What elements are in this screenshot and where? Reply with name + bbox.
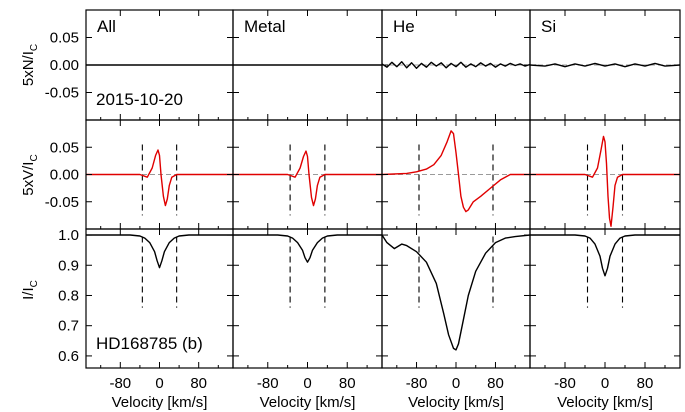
y-tick-label: 0.8 (58, 287, 79, 304)
y-tick-label: -0.05 (45, 194, 79, 211)
x-tick-label: -80 (554, 375, 576, 392)
stokes-i-profile-metal (233, 234, 382, 263)
ylabel-I: I/IC (20, 280, 40, 300)
x-tick-label: 0 (452, 375, 460, 392)
x-tick-label: 0 (601, 375, 609, 392)
ylabel-V-main: 5xV/I (20, 162, 37, 196)
stokes-v-profile-he (381, 130, 530, 213)
stokes-v-profile-si (530, 135, 680, 227)
ylabel-I-sub: C (29, 280, 40, 287)
stokes-i-profile-si (530, 234, 680, 277)
ylabel-N-sub: C (29, 44, 40, 51)
y-tick-label: 0.05 (50, 139, 79, 156)
date-label: 2015-10-20 (96, 90, 183, 109)
column-title-si: Si (541, 17, 556, 36)
y-tick-label: -0.05 (45, 85, 79, 102)
column-title-metal: Metal (244, 17, 286, 36)
y-tick-label: 0.7 (58, 318, 79, 335)
y-tick-label: 0.05 (50, 30, 79, 47)
ylabel-V: 5xV/IC (20, 154, 40, 195)
x-axis-title: Velocity [km/s] (557, 394, 653, 411)
plot-panels: All -80 0 80 Velocity [km/s] Metal -80 0 80 Veloc… (45, 9, 681, 411)
column-title-he: He (393, 17, 415, 36)
x-tick-label: 80 (190, 375, 207, 392)
y-tick-label: 0.9 (58, 257, 79, 274)
column-title-all: All (97, 17, 116, 36)
x-tick-label: 0 (155, 375, 163, 392)
x-tick-label: 80 (637, 375, 654, 392)
ylabel-I-main: I/I (20, 287, 37, 300)
y-tick-label: 0.6 (58, 348, 79, 365)
x-tick-label: -80 (406, 375, 428, 392)
x-tick-label: -80 (257, 375, 279, 392)
ylabel-V-sub: C (29, 154, 40, 161)
stokes-i-profile-he (381, 234, 531, 351)
x-axis-title: Velocity [km/s] (112, 394, 208, 411)
panel-frame (529, 228, 681, 369)
x-tick-label: 80 (487, 375, 504, 392)
star-label: HD168785 (b) (96, 334, 203, 353)
x-tick-label: 0 (303, 375, 311, 392)
x-axis-title: Velocity [km/s] (408, 394, 504, 411)
y-tick-label: 0.00 (50, 57, 79, 74)
y-tick-label: 0.00 (50, 167, 79, 184)
ylabel-N-main: 5xN/I (20, 51, 37, 86)
x-tick-label: -80 (109, 375, 131, 392)
panel-frame (232, 228, 383, 369)
y-tick-label: 1.0 (58, 227, 79, 244)
x-axis-title: Velocity [km/s] (260, 394, 356, 411)
panel-frame (381, 228, 531, 369)
stokes-v-profile-all (86, 149, 233, 207)
ylabel-N: 5xN/IC (20, 44, 40, 86)
stokes-v-profile-metal (233, 150, 382, 207)
stokes-i-profile-all (86, 234, 233, 269)
null-profile-he (381, 61, 531, 69)
row-labels: 5xN/IC 5xV/IC I/IC (20, 44, 40, 300)
null-profile-si (529, 62, 681, 68)
x-tick-label: 80 (339, 375, 356, 392)
